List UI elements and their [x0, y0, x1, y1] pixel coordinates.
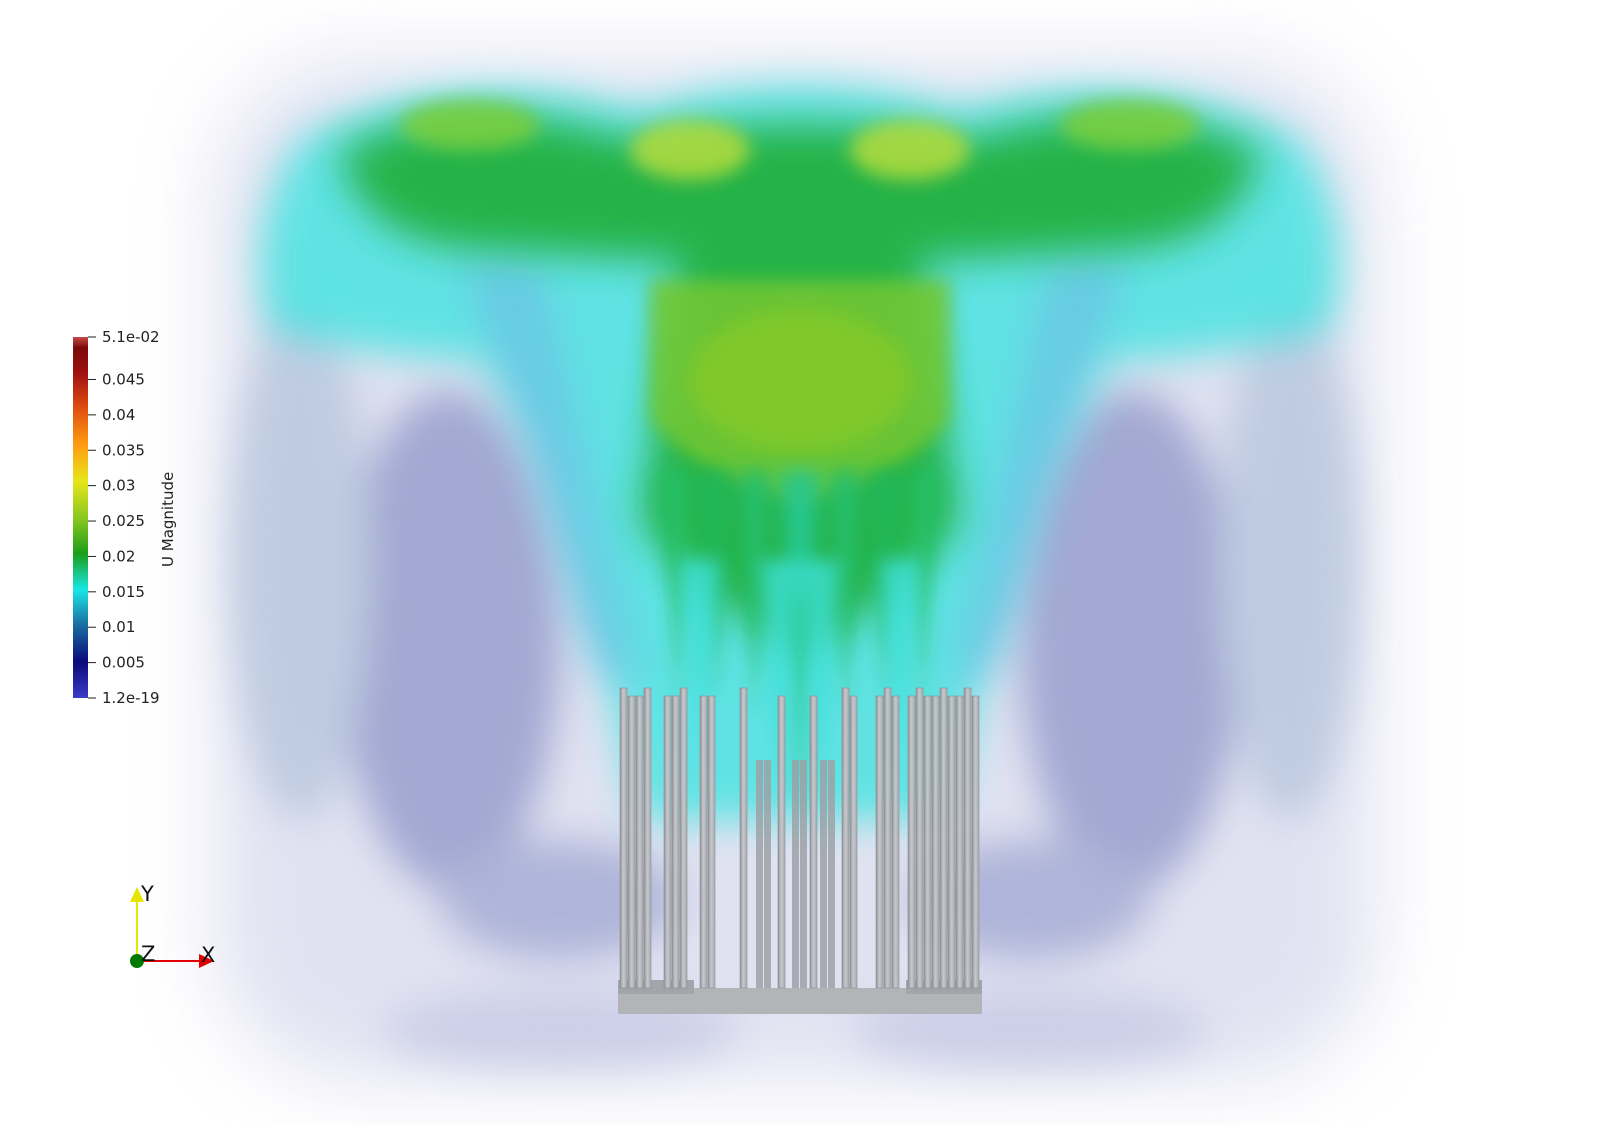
heat-sink-fin: [841, 687, 850, 989]
heat-sink: [618, 687, 982, 1014]
color-legend-bar: [73, 337, 88, 698]
heat-sink-fin: [891, 695, 900, 989]
heat-sink-fin: [739, 687, 748, 989]
color-legend-tick-label: 0.035: [102, 441, 145, 459]
color-legend-tick-label: 0.015: [102, 583, 145, 601]
heat-sink-fin: [939, 687, 948, 989]
color-legend-tick-label: 0.04: [102, 406, 135, 424]
z-axis-label: Z: [141, 942, 155, 966]
heat-sink-fin: [947, 695, 956, 989]
heat-sink-fin: [875, 695, 884, 989]
heat-sink-inner-fin: [764, 760, 771, 988]
y-axis-arrow: [130, 887, 144, 902]
heat-sink-fins: [619, 687, 980, 989]
heat-sink-fin: [963, 687, 972, 989]
color-legend-tick-label: 0.03: [102, 477, 135, 495]
heat-sink-fin: [931, 695, 940, 989]
color-legend-ticks: 0.045 0.04 0.035 0.03 0.025 0.02 0.015 0.01 0.00…: [88, 370, 145, 672]
heat-sink-fin: [627, 695, 636, 989]
heat-sink-inner-fin: [828, 760, 835, 988]
heat-sink-fin: [699, 695, 708, 989]
heat-sink-fin: [671, 695, 680, 989]
heat-sink-inner-fin: [756, 760, 763, 988]
z-axis-marker: [130, 954, 144, 968]
heat-sink-fin: [707, 695, 716, 989]
color-legend-max-label: 5.1e-02: [102, 328, 160, 346]
x-axis-label: X: [201, 943, 215, 967]
heat-sink-fin: [643, 687, 652, 989]
heat-sink-fin: [883, 687, 892, 989]
color-legend-title: U Magnitude: [159, 472, 177, 567]
color-legend-tick-label: 0.005: [102, 654, 145, 672]
color-legend-tick-label: 0.01: [102, 618, 135, 636]
heat-sink-fin: [915, 687, 924, 989]
color-legend-tick-label: 0.045: [102, 370, 145, 388]
y-axis-label: Y: [140, 882, 154, 906]
heat-sink-inner-fin: [800, 760, 807, 988]
heat-sink-fin: [849, 695, 858, 989]
heat-sink-fin: [907, 695, 916, 989]
heat-sink-fin: [619, 687, 628, 989]
x-axis-arrow: [199, 954, 214, 968]
color-legend-tick-label: 0.025: [102, 512, 145, 530]
heat-sink-inner-fin: [820, 760, 827, 988]
heat-sink-fin: [679, 687, 688, 989]
color-legend-min-label: 1.2e-19: [102, 689, 160, 707]
heat-sink-fin: [809, 695, 818, 989]
heat-sink-fin: [635, 695, 644, 989]
color-legend: 0.045 0.04 0.035 0.03 0.025 0.02 0.015 0.01 0.00…: [73, 328, 177, 707]
heat-sink-inner-fin: [792, 760, 799, 988]
heat-sink-fin: [663, 695, 672, 989]
heat-sink-fin: [971, 695, 980, 989]
heat-sink-fin: [923, 695, 932, 989]
heat-sink-fin: [955, 695, 964, 989]
color-legend-tick-label: 0.02: [102, 547, 135, 565]
heat-sink-fin: [777, 695, 786, 989]
orientation-axes: X Y Z: [130, 882, 215, 968]
